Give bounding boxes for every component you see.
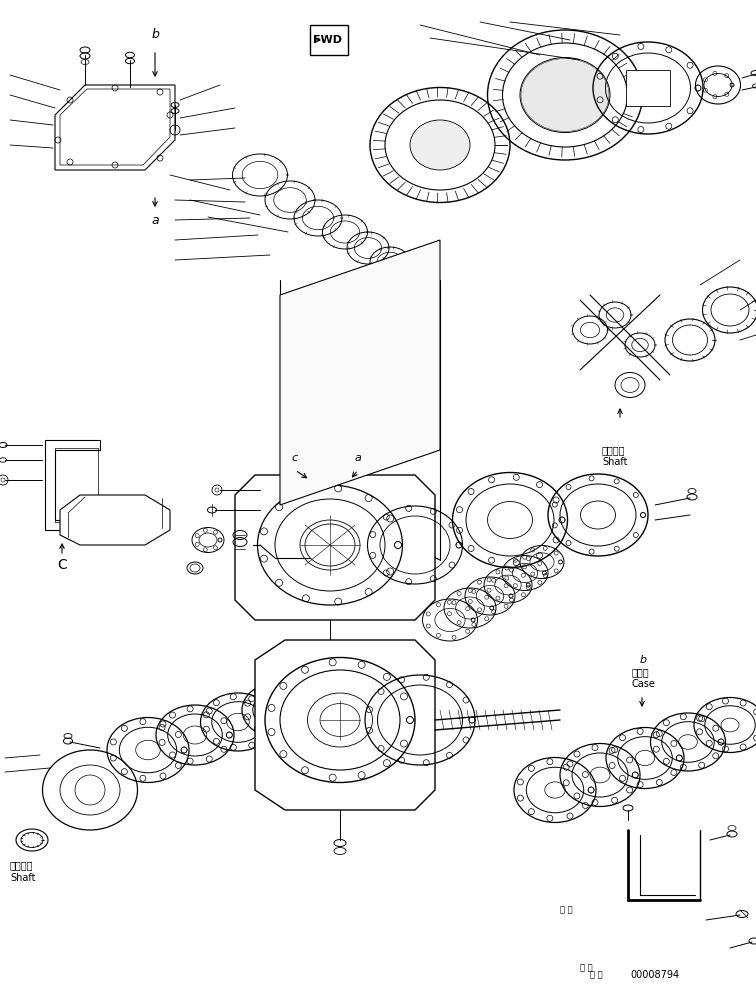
Text: ・ ー: ・ ー xyxy=(580,963,593,972)
Polygon shape xyxy=(235,475,435,620)
Text: C: C xyxy=(57,558,67,572)
Polygon shape xyxy=(626,70,670,106)
Text: 00008794: 00008794 xyxy=(630,970,679,980)
Text: a: a xyxy=(355,453,361,463)
Text: b: b xyxy=(151,29,159,41)
Text: ・ ・: ・ ・ xyxy=(590,970,603,979)
Text: c: c xyxy=(292,453,298,463)
Ellipse shape xyxy=(521,58,609,131)
Text: Shaft: Shaft xyxy=(10,873,36,883)
Polygon shape xyxy=(280,240,440,505)
Text: シャフト: シャフト xyxy=(10,860,33,870)
Text: FWD: FWD xyxy=(314,35,342,45)
Polygon shape xyxy=(45,440,100,530)
Polygon shape xyxy=(60,89,170,165)
Polygon shape xyxy=(55,85,175,170)
Text: a: a xyxy=(151,214,159,227)
Text: Shaft: Shaft xyxy=(602,457,627,467)
Polygon shape xyxy=(60,495,170,545)
Text: ・ ー: ・ ー xyxy=(560,905,572,914)
Text: Case: Case xyxy=(632,679,656,689)
Ellipse shape xyxy=(410,120,470,170)
Text: ケース: ケース xyxy=(632,667,649,677)
Text: シャフト: シャフト xyxy=(602,445,625,455)
Polygon shape xyxy=(310,25,348,55)
Text: b: b xyxy=(640,655,647,665)
Polygon shape xyxy=(255,640,435,810)
